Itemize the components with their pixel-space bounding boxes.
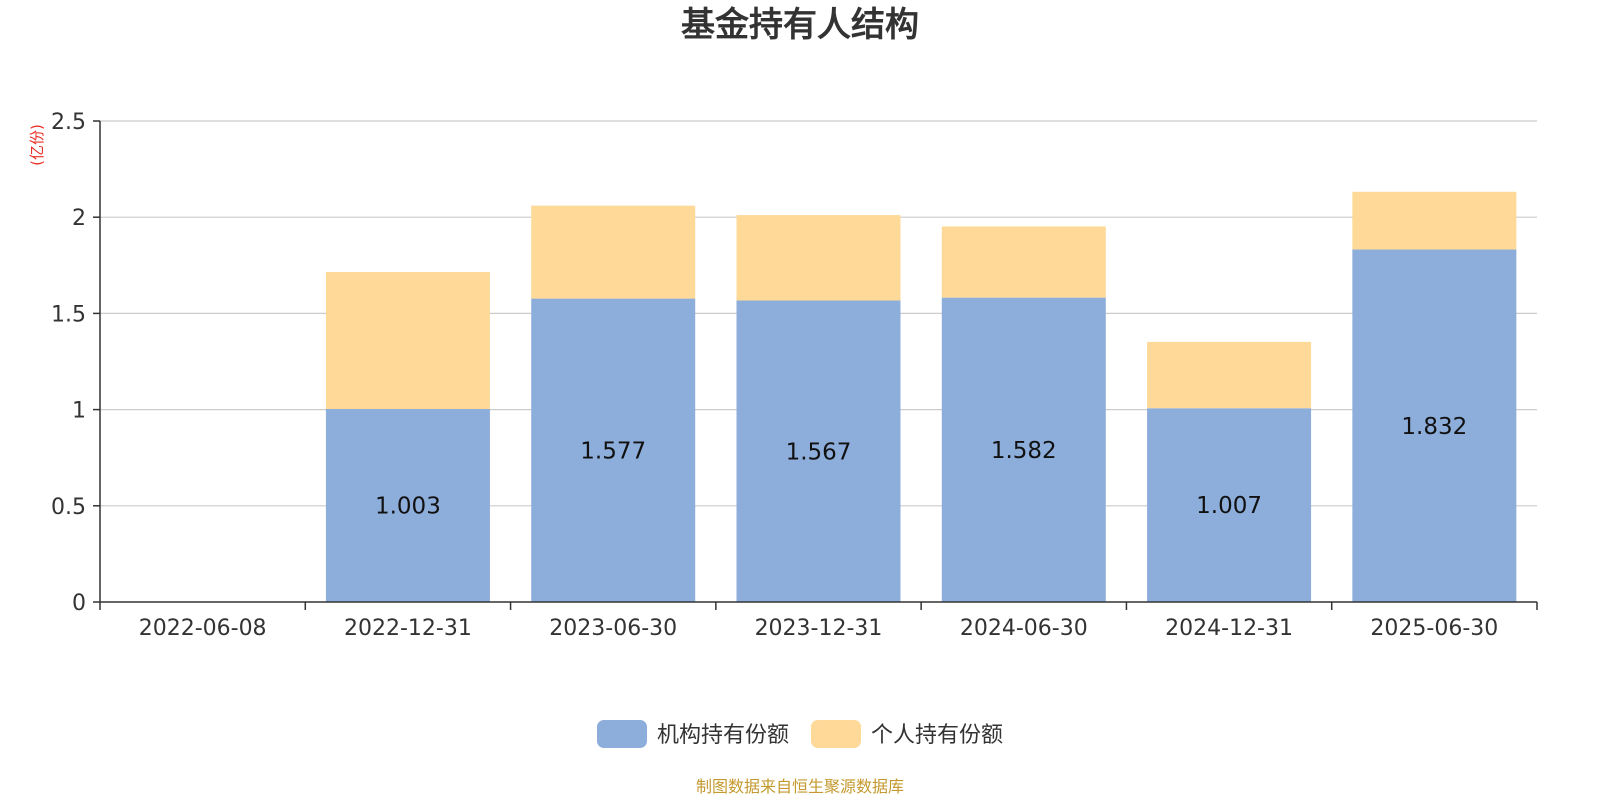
data-labels: 1.003 1.577 1.567 1.582 1.007 1.832 xyxy=(375,414,1467,520)
bar-data-label: 1.567 xyxy=(786,439,852,465)
source-note: 制图数据来自恒生聚源数据库 xyxy=(696,777,904,796)
x-tick-label: 2024-06-30 xyxy=(960,616,1088,641)
bar-data-label: 1.003 xyxy=(375,494,441,520)
bar-segment-institutional[interactable] xyxy=(531,298,696,602)
bar-segment-institutional[interactable] xyxy=(1147,408,1312,602)
legend-swatch[interactable] xyxy=(811,720,861,748)
y-tick-label: 2 xyxy=(72,206,86,231)
x-tick-label: 2023-12-31 xyxy=(755,616,883,641)
bars xyxy=(325,191,1517,602)
legend-label[interactable]: 个人持有份额 xyxy=(871,723,1003,748)
bar-segment-individual[interactable] xyxy=(941,226,1106,298)
bar-data-label: 1.577 xyxy=(580,438,646,464)
y-tick-label: 2.5 xyxy=(51,110,86,135)
x-tick-label: 2022-12-31 xyxy=(344,616,472,641)
legend-swatch[interactable] xyxy=(597,720,647,748)
bar-segment-institutional[interactable] xyxy=(325,409,490,602)
legend[interactable]: 机构持有份额 个人持有份额 xyxy=(597,720,1003,748)
bar-segment-individual[interactable] xyxy=(531,205,696,299)
axes: 0 0.5 1 1.5 2 2.5 2022-06-08 2022-12-31 2023-06-… xyxy=(51,110,1538,641)
x-tick-label: 2022-06-08 xyxy=(139,616,267,641)
bar-segment-individual[interactable] xyxy=(736,215,901,301)
bar-segment-institutional[interactable] xyxy=(1352,249,1517,602)
y-tick-label: 0 xyxy=(72,591,86,616)
x-tick-label: 2023-06-30 xyxy=(549,616,677,641)
bar-segment-institutional[interactable] xyxy=(736,300,901,602)
bar-data-label: 1.582 xyxy=(991,438,1057,464)
y-tick-label: 1 xyxy=(72,399,86,424)
y-tick-label: 0.5 xyxy=(51,495,86,520)
bar-data-label: 1.832 xyxy=(1401,414,1467,440)
x-tick-label: 2025-06-30 xyxy=(1370,616,1498,641)
chart-title: 基金持有人结构 xyxy=(681,5,919,45)
bar-segment-individual[interactable] xyxy=(325,272,490,410)
bar-data-label: 1.007 xyxy=(1196,493,1262,519)
y-axis-unit: (亿份) xyxy=(28,124,46,166)
bar-segment-institutional[interactable] xyxy=(941,297,1106,602)
bar-segment-individual[interactable] xyxy=(1352,191,1517,250)
y-tick-label: 1.5 xyxy=(51,302,86,327)
legend-label[interactable]: 机构持有份额 xyxy=(657,723,789,748)
bar-segment-individual[interactable] xyxy=(1147,341,1312,409)
x-tick-label: 2024-12-31 xyxy=(1165,616,1293,641)
